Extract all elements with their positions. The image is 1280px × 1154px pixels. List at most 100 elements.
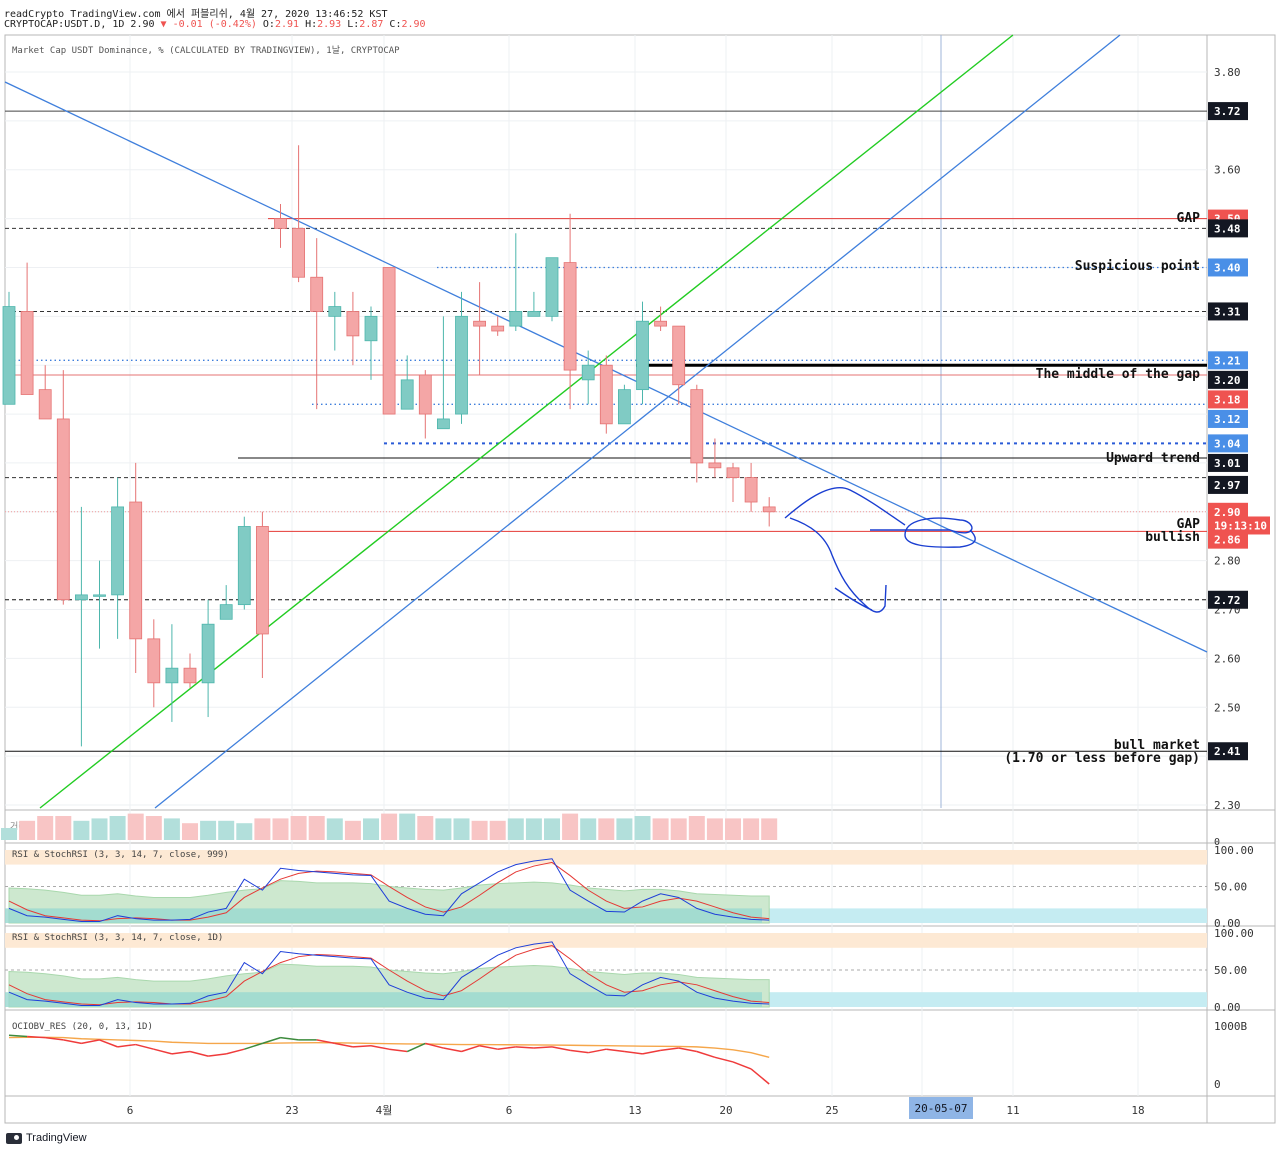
candle-body [708, 462, 722, 469]
price-label-box [1208, 390, 1248, 409]
candle-body [400, 379, 414, 410]
price-label: 2.86 [1214, 534, 1241, 547]
volume-bar [55, 816, 72, 840]
price-tick-label: 3.60 [1214, 164, 1241, 177]
candle-body [527, 311, 541, 317]
price-label-box [1208, 370, 1248, 389]
obv-segment [443, 1047, 462, 1053]
volume-bar [652, 818, 669, 840]
candle-body [364, 315, 378, 342]
overbought-band [5, 933, 1207, 948]
stoch-d-line [8, 945, 770, 1006]
price-label: 2.97 [1214, 479, 1241, 492]
price-label: 3.48 [1214, 222, 1241, 235]
annotation-label: GAP [1177, 211, 1201, 226]
price-label-box [1208, 409, 1248, 428]
candle-body [93, 594, 106, 597]
candle-body [599, 364, 613, 425]
stoch-k-line [8, 941, 770, 1007]
candle-body [418, 374, 432, 415]
obv-segment [262, 1036, 281, 1045]
obv-segment [425, 1042, 444, 1049]
candle-body [183, 667, 197, 684]
obv-segment [750, 1068, 770, 1085]
price-label: 19:13:10 [1214, 519, 1267, 532]
price-tick-label: 2.60 [1214, 652, 1241, 665]
obv-pane-label: OCIOBV_RES (20, 0, 13, 1D) [12, 1022, 153, 1032]
volume-bar [73, 820, 90, 840]
price-label-box [1208, 434, 1248, 453]
price-label: 3.31 [1214, 305, 1241, 318]
volume-bar [37, 816, 54, 840]
volume-bar [1, 828, 17, 840]
volume-bar [254, 818, 271, 840]
volume-bar [290, 816, 307, 840]
stoch-d-line [8, 861, 770, 922]
volume-bar [91, 818, 108, 840]
rsi-pane-label: RSI & StochRSI (3, 3, 14, 7, close, 1D) [12, 933, 223, 943]
volume-bar [598, 818, 615, 840]
obv-segment [389, 1048, 408, 1053]
volume-bar [326, 818, 343, 840]
obv-segment [81, 1039, 100, 1045]
obv-segment [624, 1050, 643, 1055]
candle-body [255, 526, 269, 635]
volume-bar [109, 816, 126, 840]
oversold-band [762, 908, 1207, 923]
open-value: 2.91 [274, 19, 300, 30]
candle-body [201, 623, 215, 684]
obv-segment [27, 1035, 46, 1039]
volume-bar [200, 820, 217, 840]
annotations: GAP Suspicious point The middle of the gap… [1004, 211, 1200, 766]
rsi-tick-label: 50.00 [1214, 964, 1247, 977]
volume-pane: 거래량0 [1, 813, 1220, 848]
candle-body [762, 506, 776, 513]
candle-body [129, 501, 143, 640]
time-axis: 6234월61320255월111820-05-07 [127, 1097, 1145, 1119]
price-label: 3.18 [1214, 393, 1241, 406]
volume-bar [218, 820, 235, 840]
price-tick-label: 3.80 [1214, 66, 1241, 79]
volume-bar [236, 823, 253, 840]
rsi-pane-1: RSI & StochRSI (3, 3, 14, 7, close, 999)… [5, 844, 1254, 930]
price-tick-label: 2.80 [1214, 555, 1241, 568]
obv-segment [8, 1034, 28, 1038]
volume-bar [19, 820, 36, 840]
rsi-tick-label: 50.00 [1214, 881, 1247, 894]
obv-segment [153, 1048, 173, 1055]
volume-bar [145, 816, 162, 840]
price-label-box [1208, 502, 1248, 521]
price-label: 3.04 [1214, 437, 1241, 450]
volume-bar [471, 820, 488, 840]
candle-body [436, 418, 450, 430]
obv-segment [696, 1050, 716, 1059]
high-value: 2.93 [317, 19, 342, 30]
obv-segment [588, 1048, 607, 1054]
obv-segment [678, 1047, 697, 1053]
price-label-box [1208, 351, 1248, 370]
annotation-label: Upward trend [1106, 451, 1200, 466]
candle-body [672, 325, 686, 386]
time-tick-label: 23 [285, 1104, 298, 1117]
obv-segment [406, 1042, 426, 1053]
candle-body [726, 467, 740, 478]
obv-segment [551, 1046, 571, 1052]
price-label: 3.20 [1214, 374, 1241, 387]
obv-signal-line [8, 1036, 770, 1058]
candle-body [75, 594, 88, 601]
candle-body [636, 320, 649, 391]
candle-body [382, 267, 396, 415]
candle-body [292, 227, 306, 278]
candle-body [509, 311, 523, 327]
volume-bar [489, 820, 506, 840]
price-label-box [1208, 516, 1270, 535]
time-tick-label: 20 [719, 1104, 732, 1117]
annotation-label: GAP [1177, 517, 1201, 532]
candle-body [654, 320, 667, 327]
annotation-label: Suspicious point [1075, 259, 1200, 274]
volume-bar [616, 818, 633, 840]
chart-frame [4, 34, 1276, 1124]
obv-segment [642, 1049, 661, 1055]
volume-bar [363, 818, 379, 840]
